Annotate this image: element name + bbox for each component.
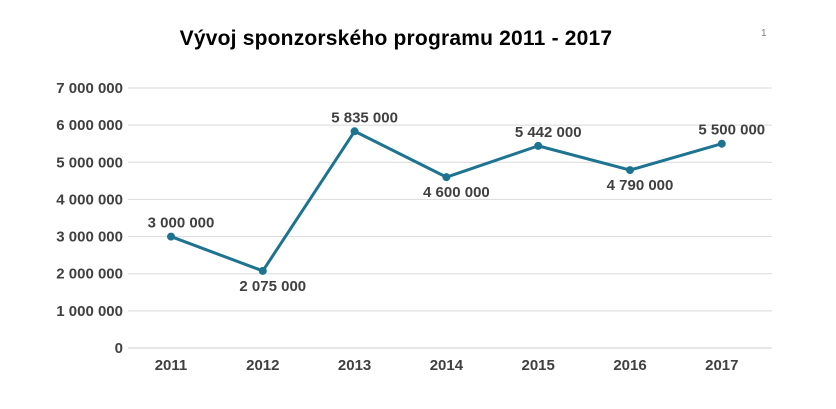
x-tick-label: 2015	[522, 357, 555, 374]
y-tick-label: 1 000 000	[56, 303, 123, 320]
x-tick-label: 2012	[246, 357, 279, 374]
data-point-marker	[717, 139, 726, 148]
data-label: 4 790 000	[607, 177, 674, 194]
data-label: 5 442 000	[515, 124, 582, 141]
y-tick-label: 0	[115, 340, 123, 357]
x-tick-label: 2014	[430, 357, 464, 374]
y-tick-label: 3 000 000	[56, 229, 123, 246]
data-label: 3 000 000	[148, 215, 215, 232]
x-tick-label: 2011	[155, 357, 188, 374]
x-tick-label: 2016	[613, 357, 646, 374]
y-tick-label: 5 000 000	[56, 154, 123, 171]
x-tick-label: 2017	[705, 357, 738, 374]
data-point-marker	[258, 266, 267, 275]
data-point-marker	[626, 166, 634, 175]
data-label: 2 075 000	[239, 278, 306, 295]
data-point-marker	[167, 232, 175, 241]
x-tick-label: 2013	[338, 357, 371, 374]
y-tick-label: 6 000 000	[56, 117, 123, 134]
y-tick-label: 4 000 000	[56, 191, 123, 208]
data-point-marker	[534, 141, 543, 150]
data-label: 5 500 000	[698, 122, 765, 139]
data-point-marker	[442, 173, 451, 182]
data-label: 4 600 000	[423, 184, 490, 201]
chart-title: Vývoj sponzorského programu 2011 - 2017	[179, 27, 613, 50]
data-point-marker	[350, 127, 359, 136]
data-label: 5 835 000	[331, 109, 398, 126]
page-number: 1	[761, 28, 767, 39]
y-tick-label: 2 000 000	[56, 266, 123, 283]
y-tick-label: 7 000 000	[56, 80, 123, 97]
